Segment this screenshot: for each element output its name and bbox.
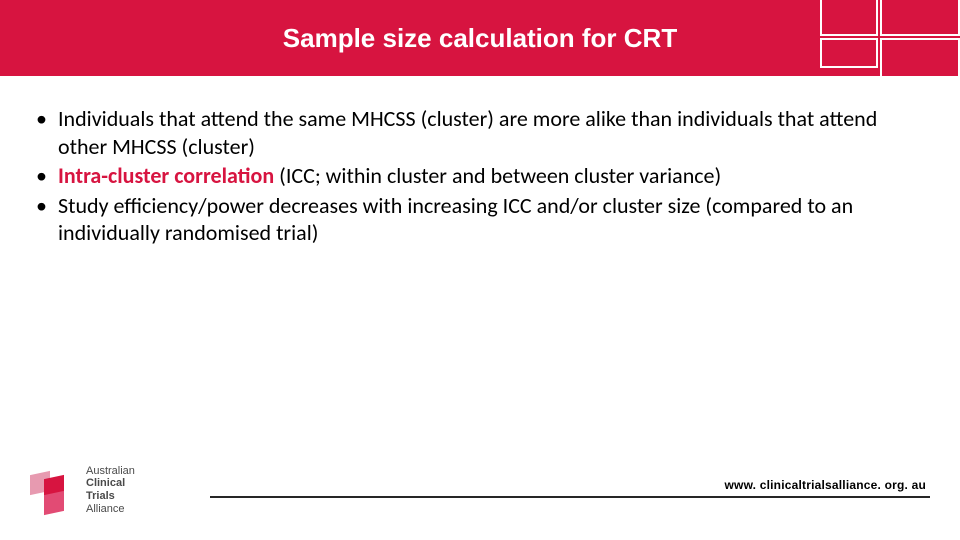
decoration-box — [880, 38, 960, 88]
acta-logo: Australian Clinical Trials Alliance — [30, 462, 200, 518]
bullet-item: Intra-cluster correlation (ICC; within c… — [30, 162, 930, 190]
logo-line-bold: Trials — [86, 490, 115, 502]
footer-url: www. clinicaltrialsalliance. org. au — [725, 478, 927, 492]
footer: Australian Clinical Trials Alliance www.… — [30, 458, 930, 518]
bullet-list: Individuals that attend the same MHCSS (… — [30, 105, 930, 247]
content-area: Individuals that attend the same MHCSS (… — [30, 105, 930, 249]
slide: Sample size calculation for CRT Individu… — [0, 0, 960, 540]
bullet-item: Individuals that attend the same MHCSS (… — [30, 105, 930, 160]
logo-line: Alliance — [86, 503, 135, 516]
bullet-text: Study efficiency/power decreases with in… — [58, 192, 853, 247]
logo-text: Australian Clinical Trials Alliance — [86, 465, 135, 516]
logo-line-bold: Clinical — [86, 477, 125, 489]
logo-line: Australian — [86, 465, 135, 478]
bullet-text: (ICC; within cluster and between cluster… — [274, 162, 721, 189]
logo-line: Clinical — [86, 477, 135, 490]
logo-shape — [44, 491, 64, 515]
decoration-box — [820, 38, 878, 68]
decoration-box — [880, 0, 960, 36]
bullet-text: Individuals that attend the same MHCSS (… — [58, 105, 877, 160]
slide-title: Sample size calculation for CRT — [0, 0, 960, 76]
footer-divider — [210, 496, 930, 498]
logo-mark-icon — [30, 467, 76, 513]
logo-line: Trials — [86, 490, 135, 503]
bullet-item: Study efficiency/power decreases with in… — [30, 192, 930, 247]
decoration-box — [820, 0, 878, 36]
slide-title-text: Sample size calculation for CRT — [283, 23, 677, 54]
bullet-lead-bold: Intra-cluster correlation — [58, 162, 274, 189]
